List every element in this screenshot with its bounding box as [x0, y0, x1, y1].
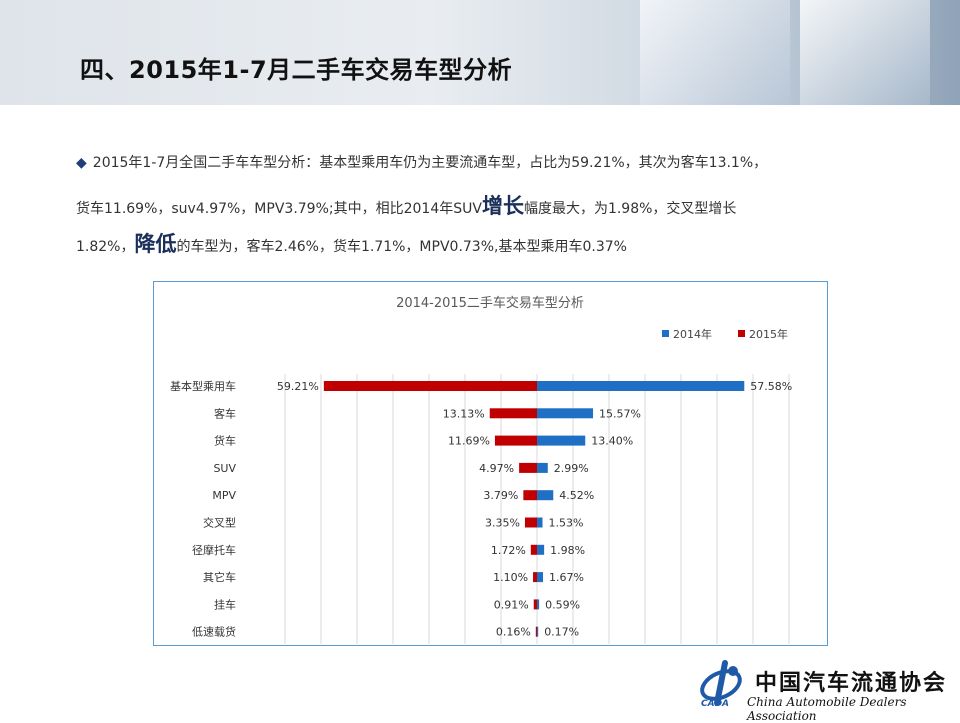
legend-label-2014: 2014年: [673, 327, 712, 341]
data-label-2014: 2.99%: [554, 462, 589, 475]
logo-name-cn: 中国汽车流通协会: [755, 670, 948, 696]
bar-2015: [533, 599, 537, 610]
data-label-2014: 0.17%: [544, 626, 579, 639]
summary-emphasis: 增长: [481, 194, 524, 218]
bar-2014: [537, 599, 540, 610]
data-label-2014: 13.40%: [591, 435, 633, 448]
summary-text: 货车11.69%，suv4.97%，MPV3.79%;其中，相比2014年SUV: [76, 201, 482, 217]
bar-2014: [537, 626, 539, 637]
category-label: 其它车: [203, 570, 236, 584]
bar-2014: [537, 517, 543, 528]
bar-2015: [535, 626, 537, 637]
legend-swatch-2014: [662, 330, 669, 337]
summary-text: 2015年1-7月全国二手车车型分析：基本型乘用车仍为主要流通车型，占比为59.…: [92, 155, 768, 171]
data-label-2015: 3.79%: [483, 489, 518, 502]
bar-2015: [489, 408, 537, 419]
bar-2015: [530, 544, 537, 555]
data-label-2014: 1.53%: [549, 517, 584, 530]
data-label-2015: 0.91%: [494, 598, 529, 611]
summary-line-3: 1.82%，降低的车型为，客车2.46%，货车1.71%，MPV0.73%,基本…: [76, 228, 876, 258]
decor-cube: [800, 0, 930, 105]
data-label-2014: 1.67%: [549, 571, 584, 584]
data-label-2014: 1.98%: [550, 544, 585, 557]
data-label-2014: 15.57%: [599, 407, 641, 420]
legend-swatch-2015: [738, 330, 745, 337]
logo-name-en: China Automobile Dealers Association: [747, 695, 907, 723]
bar-2014: [537, 462, 548, 473]
data-label-2015: 11.69%: [448, 435, 490, 448]
header-decoration: [600, 0, 960, 105]
bar-2015: [494, 435, 537, 446]
bar-2015: [524, 517, 537, 528]
category-label: MPV: [212, 489, 236, 502]
bar-2014: [537, 544, 545, 555]
chart-title: 2014-2015二手车交易车型分析: [396, 295, 584, 311]
category-label: 货车: [214, 434, 236, 448]
data-label-2014: 0.59%: [545, 598, 580, 611]
bar-2015: [523, 490, 537, 501]
category-label: 低速载货: [192, 625, 236, 639]
data-label-2015: 59.21%: [277, 380, 319, 393]
bar-2014: [537, 408, 594, 419]
data-label-2015: 13.13%: [443, 407, 485, 420]
category-label: 交叉型: [203, 516, 236, 530]
bar-2015: [519, 462, 537, 473]
summary-emphasis: 降低: [134, 232, 177, 256]
legend-label-2015: 2015年: [749, 327, 788, 341]
data-label-2014: 4.52%: [559, 489, 594, 502]
category-label: 客车: [214, 406, 236, 420]
data-label-2015: 4.97%: [479, 462, 514, 475]
summary-line-2: 货车11.69%，suv4.97%，MPV3.79%;其中，相比2014年SUV…: [76, 190, 876, 220]
category-label: 基本型乘用车: [170, 379, 236, 393]
bar-2014: [537, 490, 554, 501]
decor-cube: [640, 0, 790, 105]
category-label: SUV: [213, 462, 236, 475]
chart-container: 2014-2015二手车交易车型分析 2014年 2015年基本型乘用车 59.21%…: [153, 281, 828, 646]
bar-2014: [537, 572, 544, 583]
header-band: [0, 0, 960, 105]
data-label-2015: 0.16%: [496, 626, 531, 639]
data-label-2015: 1.10%: [493, 571, 528, 584]
category-label: 径摩托车: [192, 543, 236, 557]
summary-text: 幅度最大，为1.98%，交叉型增长: [523, 201, 737, 217]
summary-text: 的车型为，客车2.46%，货车1.71%，MPV0.73%,基本型乘用车0.37…: [176, 239, 627, 255]
logo-abbreviation: CADA: [701, 699, 730, 709]
bar-2015: [533, 572, 537, 583]
bar-2015: [323, 381, 537, 391]
page-title: 四、2015年1-7月二手车交易车型分析: [80, 56, 513, 84]
summary-line-1: ◆ 2015年1-7月全国二手车车型分析：基本型乘用车仍为主要流通车型，占比为59…: [76, 152, 876, 172]
cada-emblem-icon: [700, 660, 742, 706]
category-label: 挂车: [214, 597, 236, 611]
diamond-bullet-icon: ◆: [76, 155, 87, 171]
bar-2014: [537, 435, 586, 446]
summary-text: 1.82%，: [76, 239, 135, 255]
data-label-2015: 3.35%: [485, 517, 520, 530]
bar-2014: [537, 381, 745, 391]
data-label-2014: 57.58%: [750, 380, 792, 393]
data-label-2015: 1.72%: [491, 544, 526, 557]
cada-logo: CADA 中国汽车流通协会 China Automobile Dealers A…: [693, 655, 953, 723]
